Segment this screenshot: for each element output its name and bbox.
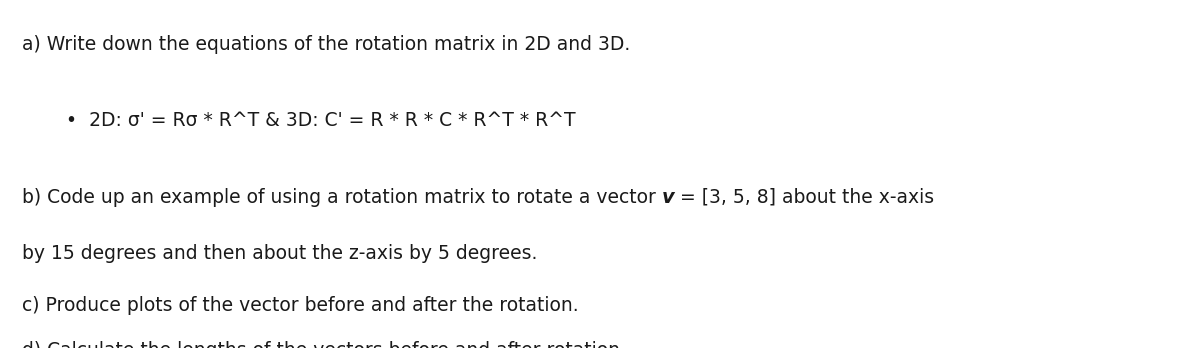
Text: d) Calculate the lengths of the vectors before and after rotation.: d) Calculate the lengths of the vectors … xyxy=(22,341,625,348)
Text: v: v xyxy=(661,188,674,207)
Text: b) Code up an example of using a rotation matrix to rotate a vector: b) Code up an example of using a rotatio… xyxy=(22,188,661,207)
Text: by 15 degrees and then about the z-axis by 5 degrees.: by 15 degrees and then about the z-axis … xyxy=(22,244,536,263)
Text: c) Produce plots of the vector before and after the rotation.: c) Produce plots of the vector before an… xyxy=(22,296,578,315)
Text: = [3, 5, 8] about the x-axis: = [3, 5, 8] about the x-axis xyxy=(674,188,935,207)
Text: •  2D: σ' = Rσ * R^T & 3D: C' = R * R * C * R^T * R^T: • 2D: σ' = Rσ * R^T & 3D: C' = R * R * C… xyxy=(66,111,576,130)
Text: a) Write down the equations of the rotation matrix in 2D and 3D.: a) Write down the equations of the rotat… xyxy=(22,35,630,54)
